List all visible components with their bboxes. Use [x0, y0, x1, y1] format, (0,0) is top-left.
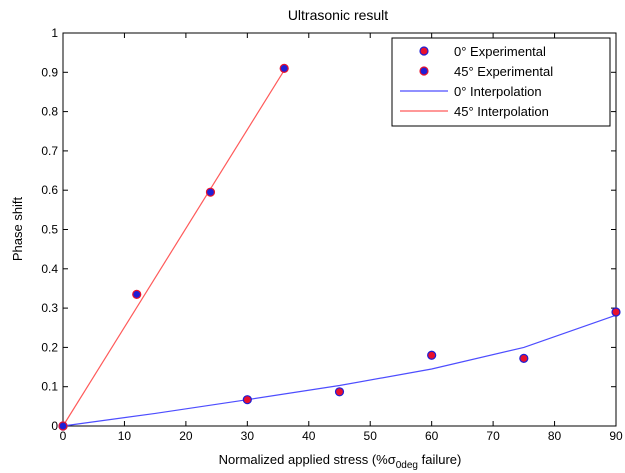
data-point-series-1 — [205, 187, 216, 197]
legend-marker — [419, 66, 429, 76]
data-point-series-0 — [334, 387, 345, 397]
x-tick-label: 90 — [609, 429, 623, 443]
y-tick-label: 0 — [51, 419, 58, 433]
x-axis-label: Normalized applied stress (%σ0deg failur… — [219, 452, 462, 471]
y-axis-label: Phase shift — [10, 196, 25, 261]
x-tick-label: 0 — [60, 429, 67, 443]
y-tick-label: 0.1 — [41, 380, 58, 394]
legend-label: 45° Interpolation — [454, 104, 549, 119]
y-tick-label: 1 — [51, 26, 58, 40]
y-tick-label: 0.4 — [41, 262, 58, 276]
data-point-series-1 — [279, 63, 289, 73]
series-line-2 — [62, 314, 617, 427]
data-point-series-0 — [427, 350, 437, 360]
x-axis: 0 10 20 30 40 50 60 70 80 90 — [60, 33, 623, 443]
chart-title: Ultrasonic result — [288, 7, 388, 23]
legend: 0° Experimental 45° Experimental 0° Interp… — [391, 37, 611, 127]
y-tick-label: 0.3 — [41, 301, 58, 315]
data-point-series-0 — [242, 395, 252, 405]
x-tick-label: 70 — [486, 429, 500, 443]
x-tick-label: 80 — [548, 429, 562, 443]
data-point-series-1 — [58, 421, 68, 431]
y-tick-label: 0.2 — [41, 340, 58, 354]
x-tick-label: 30 — [241, 429, 255, 443]
data-point-series-0 — [611, 307, 621, 317]
legend-label: 45° Experimental — [454, 64, 553, 79]
y-tick-label: 0.6 — [41, 183, 58, 197]
data-point-series-0 — [519, 353, 529, 364]
x-tick-label: 50 — [364, 429, 378, 443]
y-axis: 0 0.1 0.2 0.3 0.4 0.5 0.6 0.7 0.8 0.9 1 — [41, 26, 616, 433]
x-tick-label: 10 — [118, 429, 132, 443]
legend-label: 0° Experimental — [454, 44, 546, 59]
y-tick-label: 0.5 — [41, 223, 58, 237]
y-tick-label: 0.9 — [41, 65, 58, 79]
legend-label: 0° Interpolation — [454, 84, 542, 99]
y-tick-label: 0.7 — [41, 144, 58, 158]
x-tick-label: 20 — [179, 429, 193, 443]
series-line-3 — [62, 70, 285, 427]
legend-marker — [419, 46, 429, 56]
series-markers — [58, 63, 621, 431]
x-tick-label: 40 — [302, 429, 316, 443]
data-point-series-1 — [132, 289, 142, 299]
series-lines — [62, 70, 617, 427]
y-tick-label: 0.8 — [41, 105, 58, 119]
x-tick-label: 60 — [425, 429, 439, 443]
